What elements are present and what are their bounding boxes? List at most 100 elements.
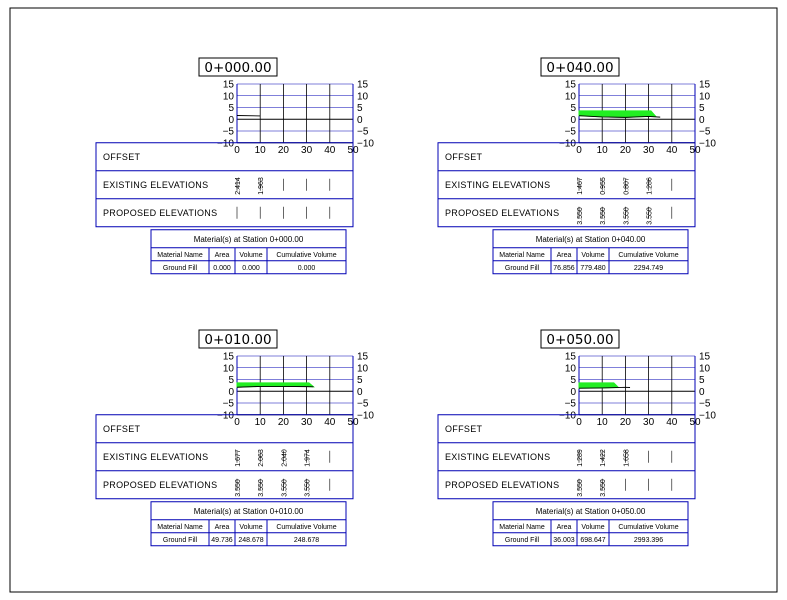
table-header: Volume [581, 252, 604, 259]
table-header: Volume [239, 252, 262, 259]
proposed-elevation-label: 3.550 [600, 207, 607, 225]
y-tick-label-left: 15 [565, 80, 577, 91]
proposed-elevation-label: 3.550 [235, 479, 242, 497]
y-tick-label-right: 0 [357, 115, 363, 126]
table-cell: 0.000 [213, 265, 231, 272]
existing-elevation-label: 1.974 [305, 449, 312, 467]
table-header: Area [215, 252, 230, 259]
existing-ground-line [578, 386, 631, 389]
x-tick-label: 20 [620, 145, 632, 156]
y-tick-label-left: −5 [565, 399, 577, 410]
y-tick-label-right: 5 [699, 103, 705, 114]
y-tick-label-left: −10 [217, 138, 234, 149]
y-tick-label-left: 15 [223, 352, 235, 363]
table-header: Material Name [157, 252, 203, 259]
row-label-existing-elevations: EXISTING ELEVATIONS [103, 180, 208, 190]
proposed-elevation-label: 3.550 [623, 207, 630, 225]
y-tick-label-left: −10 [217, 410, 234, 421]
x-tick-label: 0 [576, 417, 582, 428]
table-cell: 76.856 [553, 265, 575, 272]
table-cell: 0.000 [242, 265, 260, 272]
x-tick-label: 50 [689, 145, 701, 156]
x-tick-label: 30 [643, 417, 655, 428]
data-panel [95, 414, 354, 500]
y-tick-label-left: 5 [228, 375, 234, 386]
row-label-offset: OFFSET [103, 424, 141, 434]
table-header: Volume [239, 524, 262, 531]
y-tick-label-left: −5 [223, 127, 235, 138]
x-tick-label: 30 [301, 145, 313, 156]
row-label-existing-elevations: EXISTING ELEVATIONS [445, 452, 550, 462]
x-tick-label: 10 [597, 145, 609, 156]
y-tick-label-right: −10 [699, 410, 716, 421]
table-cell: Ground Fill [505, 537, 540, 544]
proposed-elevation-label: 3.550 [577, 479, 584, 497]
row-label-offset: OFFSET [445, 152, 483, 162]
existing-elevation-label: 1.286 [647, 177, 654, 195]
y-tick-label-right: 0 [699, 387, 705, 398]
table-cell: 248.678 [238, 537, 263, 544]
table-title: Material(s) at Station 0+050.00 [536, 507, 646, 516]
table-header: Cumulative Volume [276, 252, 336, 259]
y-tick-label-right: 15 [357, 352, 369, 363]
row-label-proposed-elevations: PROPOSED ELEVATIONS [103, 208, 217, 218]
station-title: 0+040.00 [546, 60, 613, 76]
y-tick-label-left: 15 [223, 80, 235, 91]
table-cell: 248.678 [294, 537, 319, 544]
existing-elevation-label: 1.963 [258, 177, 265, 195]
table-header: Volume [581, 524, 604, 531]
x-tick-label: 0 [576, 145, 582, 156]
proposed-elevation-label: 3.550 [305, 479, 312, 497]
y-tick-label-right: −5 [699, 127, 711, 138]
table-cell: Ground Fill [163, 265, 198, 272]
x-tick-label: 50 [347, 417, 359, 428]
table-cell: 36.003 [553, 537, 575, 544]
y-tick-label-right: 15 [357, 80, 369, 91]
table-title: Material(s) at Station 0+010.00 [194, 507, 304, 516]
material-table [150, 501, 347, 547]
table-header: Cumulative Volume [276, 524, 336, 531]
station-title-box [198, 329, 278, 349]
y-tick-label-right: 10 [699, 91, 711, 102]
y-tick-label-right: 5 [357, 103, 363, 114]
table-header: Area [215, 524, 230, 531]
x-tick-label: 50 [689, 417, 701, 428]
data-panel [437, 414, 696, 500]
table-title: Material(s) at Station 0+000.00 [194, 235, 304, 244]
x-tick-label: 10 [255, 417, 267, 428]
material-table [150, 229, 347, 275]
existing-elevation-label: 1.467 [577, 177, 584, 195]
y-tick-label-left: −5 [223, 399, 235, 410]
table-header: Area [557, 524, 572, 531]
sheet-border [9, 7, 778, 593]
table-cell: 0.000 [298, 265, 316, 272]
x-tick-label: 10 [597, 417, 609, 428]
row-label-existing-elevations: EXISTING ELEVATIONS [103, 452, 208, 462]
table-cell: Ground Fill [505, 265, 540, 272]
row-label-proposed-elevations: PROPOSED ELEVATIONS [445, 208, 559, 218]
existing-elevation-label: 0.955 [600, 177, 607, 195]
existing-elevation-label: 1.289 [577, 449, 584, 467]
existing-elevation-label: 0.807 [623, 177, 630, 195]
y-tick-label-left: 15 [565, 352, 577, 363]
data-panel [437, 142, 696, 228]
x-tick-label: 40 [324, 145, 336, 156]
table-cell: 2993.396 [634, 537, 663, 544]
table-header: Cumulative Volume [618, 252, 678, 259]
table-title: Material(s) at Station 0+040.00 [536, 235, 646, 244]
y-tick-label-right: 0 [357, 387, 363, 398]
y-tick-label-left: −10 [559, 410, 576, 421]
proposed-elevation-label: 3.550 [258, 479, 265, 497]
y-tick-label-left: 10 [565, 363, 577, 374]
existing-elevation-label: 2.063 [258, 449, 265, 467]
x-tick-label: 20 [278, 417, 290, 428]
x-tick-label: 40 [666, 145, 678, 156]
y-tick-label-right: 15 [699, 352, 711, 363]
y-tick-label-left: 0 [228, 387, 234, 398]
row-label-proposed-elevations: PROPOSED ELEVATIONS [445, 480, 559, 490]
material-table [492, 501, 689, 547]
x-tick-label: 40 [666, 417, 678, 428]
